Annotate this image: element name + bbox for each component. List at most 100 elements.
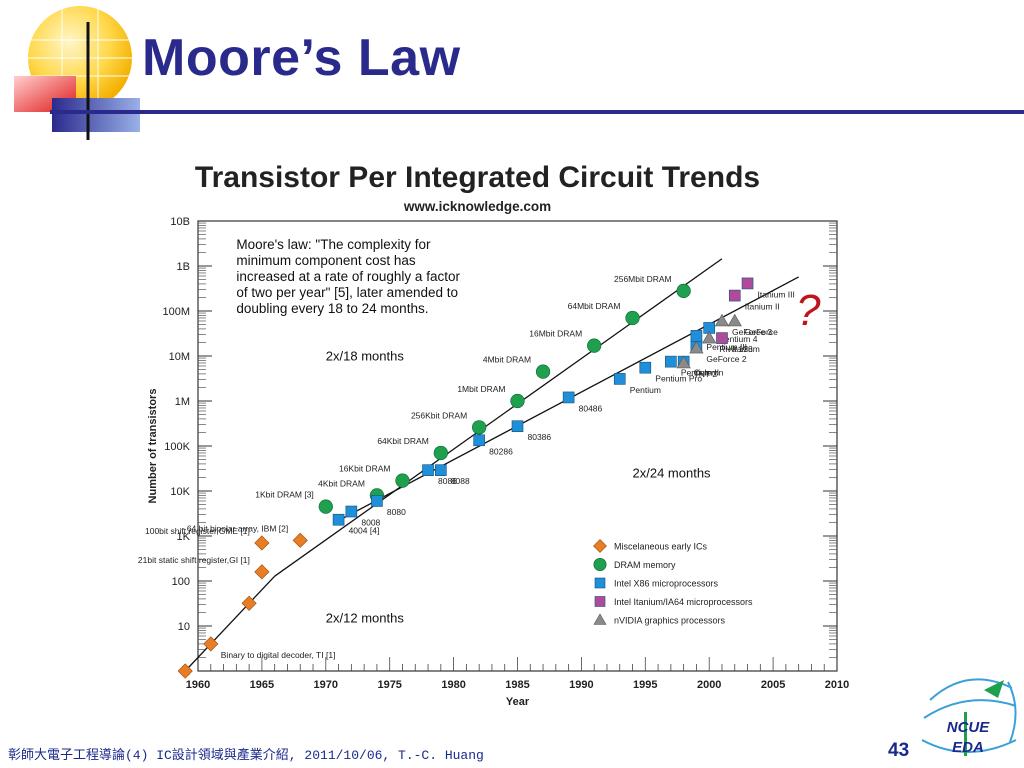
data-point-circle: [510, 393, 525, 409]
trend-line-label: 2x/12 months: [326, 610, 405, 625]
data-point-diamond: [292, 532, 308, 548]
trend-line: [184, 575, 276, 672]
x-tick-label: 1970: [314, 679, 338, 691]
trend-line-label: 2x/18 months: [326, 348, 405, 363]
x-tick-label: 1995: [633, 679, 657, 691]
x-tick-label: 1980: [441, 679, 465, 691]
legend-marker-triangle: [593, 613, 607, 625]
data-point-label: Riva 128: [719, 344, 753, 354]
data-point-square: [741, 277, 754, 290]
data-point-label: 1Mbit DRAM: [457, 384, 505, 394]
data-point-circle: [587, 338, 602, 353]
chart-title: Transistor Per Integrated Circuit Trends: [195, 161, 760, 194]
data-point-square: [435, 464, 447, 476]
data-point-circle: [318, 499, 333, 514]
data-point-label: Pentium: [630, 385, 661, 395]
data-point-label: Itanium II: [745, 302, 780, 312]
y-tick-label: 100M: [162, 306, 190, 318]
data-point-label: 100bit shift register,GME [1]: [145, 526, 250, 536]
data-point-circle: [625, 310, 640, 326]
x-tick-label: 1975: [377, 679, 401, 691]
logo-text-eda: EDA: [952, 739, 984, 756]
y-tick-label: 100: [172, 576, 190, 588]
data-point-square: [345, 505, 358, 518]
data-point-label: Pentium III: [706, 342, 747, 352]
data-point-label: GeForce: [745, 327, 778, 337]
data-point-diamond: [177, 663, 193, 679]
data-point-label: 80286: [489, 446, 513, 456]
data-point-square: [639, 361, 652, 374]
y-tick-label: 10M: [169, 351, 190, 363]
legend-marker-square: [594, 577, 606, 589]
x-tick-label: 1965: [250, 679, 274, 691]
data-point-label: Celeron: [694, 368, 724, 378]
data-point-square: [690, 330, 703, 342]
y-tick-label: 1M: [175, 396, 190, 408]
title-underline: [50, 110, 1024, 114]
data-point-label: TNT 2: [694, 369, 718, 379]
legend-marker-square: [594, 596, 606, 607]
data-point-square: [613, 373, 626, 385]
data-point-label: 64Mbit DRAM: [568, 301, 621, 311]
data-point-label: 256Mbit DRAM: [614, 274, 672, 284]
data-point-label: GeForce 3: [732, 327, 772, 337]
data-point-circle: [535, 364, 551, 379]
legend-label: DRAM memory: [614, 560, 676, 570]
legend-marker-diamond: [593, 539, 607, 553]
footer-text: 彰師大電子工程導論(4) IC設計領域與產業介紹, 2011/10/06, T.…: [8, 748, 484, 763]
data-point-diamond: [254, 564, 270, 580]
y-axis-label: Number of transistors: [147, 389, 159, 504]
data-point-label: 64 bit bipolar array, IBM [2]: [187, 523, 288, 533]
y-tick-label: 10B: [170, 216, 190, 228]
data-point-triangle: [727, 313, 742, 327]
y-tick-label: 1K: [177, 531, 191, 543]
x-axis-label: Year: [506, 696, 530, 708]
data-point-square: [665, 355, 677, 368]
data-point-label: Binary to digital decoder, TI [1]: [221, 650, 336, 660]
data-point-label: Itanium: [732, 344, 760, 354]
data-point-square: [562, 391, 575, 404]
data-point-triangle: [702, 330, 717, 344]
data-point-triangle: [689, 340, 704, 354]
data-point-square: [716, 332, 728, 344]
data-point-diamond: [203, 636, 219, 652]
data-point-label: 4Kbit DRAM: [318, 478, 365, 488]
data-point-label: 4004 [4]: [349, 526, 380, 536]
x-tick-label: 1990: [569, 679, 593, 691]
data-point-label: Pentium 4: [719, 334, 758, 344]
data-point-triangle: [714, 313, 730, 327]
chart-layer: Transistor Per Integrated Circuit Trends…: [138, 161, 849, 708]
y-tick-label: 100K: [164, 441, 190, 453]
data-point-label: Pentium II: [681, 368, 719, 378]
slide-title: Moore’s Law: [142, 29, 461, 87]
ncue-eda-logo: NCUE EDA: [921, 678, 1017, 756]
data-point-circle: [395, 473, 410, 488]
logo-text-ncue: NCUE: [947, 719, 990, 736]
data-point-label: 16Mbit DRAM: [529, 329, 582, 339]
data-point-square: [371, 495, 383, 507]
data-point-label: 80386: [528, 432, 552, 442]
legend-label: Intel Itanium/IA64 microprocessors: [614, 597, 753, 607]
transistor-trend-chart: Transistor Per Integrated Circuit Trends…: [138, 161, 849, 708]
data-point-square: [332, 513, 345, 526]
data-point-label: 8080: [387, 507, 406, 517]
page-number: 43: [888, 740, 910, 761]
data-point-square: [422, 464, 434, 476]
moores-law-quote-line: Moore's law: "The complexity for: [236, 237, 431, 252]
moores-law-quote-line: minimum component cost has: [236, 253, 416, 268]
data-point-label: 21bit static shift register,GI [1]: [138, 555, 250, 565]
data-point-label: 256Kbit DRAM: [411, 410, 467, 420]
x-tick-label: 2000: [697, 679, 721, 691]
data-point-label: 64Kbit DRAM: [377, 436, 429, 446]
data-point-diamond: [241, 595, 257, 611]
legend-marker-circle: [593, 557, 607, 571]
data-point-label: Pentium Pro: [655, 374, 702, 384]
trend-line-label: 2x/24 months: [633, 465, 712, 480]
moores-law-quote-line: doubling every 18 to 24 months.: [236, 301, 428, 316]
x-tick-label: 1960: [186, 679, 210, 691]
data-point-circle: [472, 420, 487, 435]
moores-law-quote-line: of two per year" [5], later amended to: [236, 285, 458, 300]
data-point-label: GeForce 2: [706, 354, 746, 364]
legend-label: Miscelaneous early ICs: [614, 542, 708, 552]
data-point-circle: [676, 283, 691, 298]
